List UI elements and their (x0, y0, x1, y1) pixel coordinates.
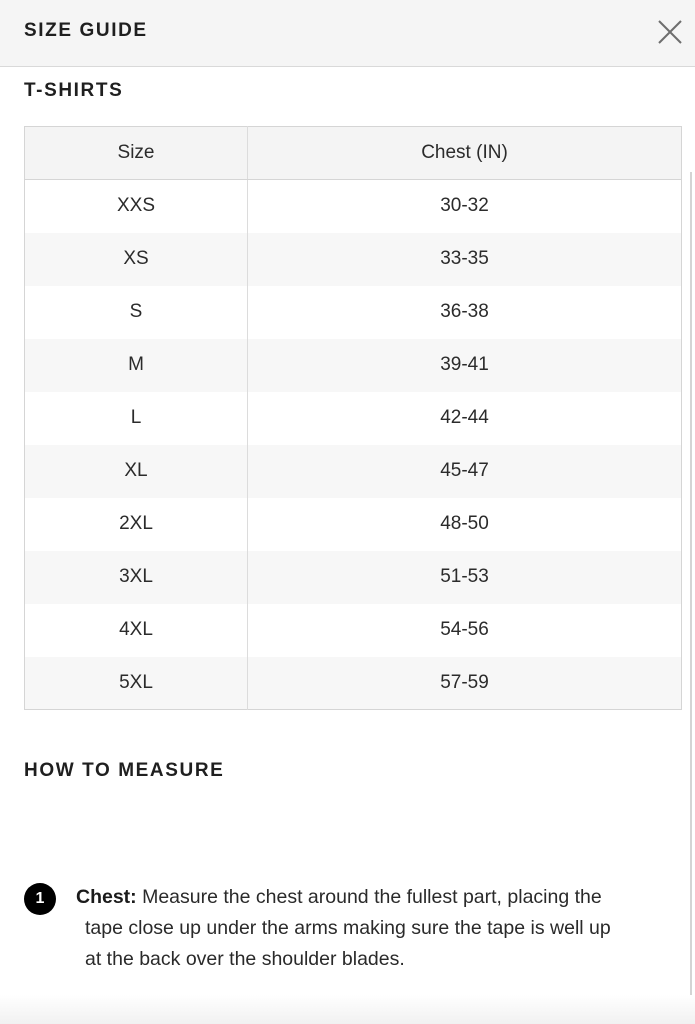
size-cell: M (24, 338, 248, 392)
table-row: 4XL 54-56 (24, 603, 682, 657)
size-cell: XL (24, 444, 248, 498)
bottom-fade (0, 995, 695, 1024)
column-header-size: Size (24, 126, 248, 180)
size-cell: 3XL (24, 550, 248, 604)
size-cell: 4XL (24, 603, 248, 657)
chest-cell: 57-59 (440, 671, 489, 693)
chest-cell: 30-32 (440, 195, 489, 217)
table-row: L 42-44 (24, 391, 682, 445)
size-cell: XS (24, 232, 248, 286)
chest-cell: 45-47 (440, 460, 489, 481)
chest-cell: 42-44 (440, 407, 489, 428)
instruction-text-1: Measure the chest around the fullest par… (142, 886, 602, 908)
table-row: XL 45-47 (24, 444, 682, 498)
section-title-how-to-measure: HOW TO MEASURE (24, 760, 225, 781)
table-row: M 39-41 (24, 338, 682, 392)
measure-label: Chest: (76, 886, 137, 908)
chest-cell: 39-41 (440, 354, 489, 375)
modal-header: SIZE GUIDE (0, 0, 695, 67)
size-cell: 2XL (24, 497, 248, 551)
chest-cell: 36-38 (440, 301, 489, 322)
instruction-line-1: Chest: Measure the chest around the full… (76, 882, 666, 913)
table-row: 3XL 51-53 (24, 550, 682, 604)
modal-title: SIZE GUIDE (24, 20, 148, 41)
step-number-badge: 1 (24, 883, 56, 915)
close-button[interactable] (656, 18, 684, 46)
instruction-line-3: at the back over the shoulder blades. (85, 948, 405, 970)
column-header-chest: Chest (IN) (247, 126, 682, 180)
size-cell: S (24, 285, 248, 339)
chest-cell: 33-35 (440, 248, 489, 269)
table-row: 5XL 57-59 (24, 656, 682, 710)
instruction-line-2: tape close up under the arms making sure… (85, 917, 611, 939)
table-header-row: Size Chest (IN) (24, 126, 682, 180)
scrollbar[interactable] (690, 172, 692, 1024)
chest-cell: 51-53 (440, 566, 489, 587)
table-row: 2XL 48-50 (24, 497, 682, 551)
table-row: S 36-38 (24, 285, 682, 339)
chest-cell: 54-56 (440, 619, 489, 640)
section-title-tshirts: T-SHIRTS (24, 80, 124, 101)
chest-cell: 48-50 (440, 513, 489, 534)
size-cell: L (24, 391, 248, 445)
measure-instructions: Chest: Measure the chest around the full… (76, 882, 666, 975)
size-chart-table: Size Chest (IN) XXS 30-32 XS 33-35 S 36-… (24, 126, 682, 710)
size-cell: 5XL (24, 656, 248, 710)
close-icon (658, 20, 682, 44)
table-row: XS 33-35 (24, 232, 682, 286)
table-row: XXS 30-32 (24, 179, 682, 233)
size-cell: XXS (24, 179, 248, 233)
